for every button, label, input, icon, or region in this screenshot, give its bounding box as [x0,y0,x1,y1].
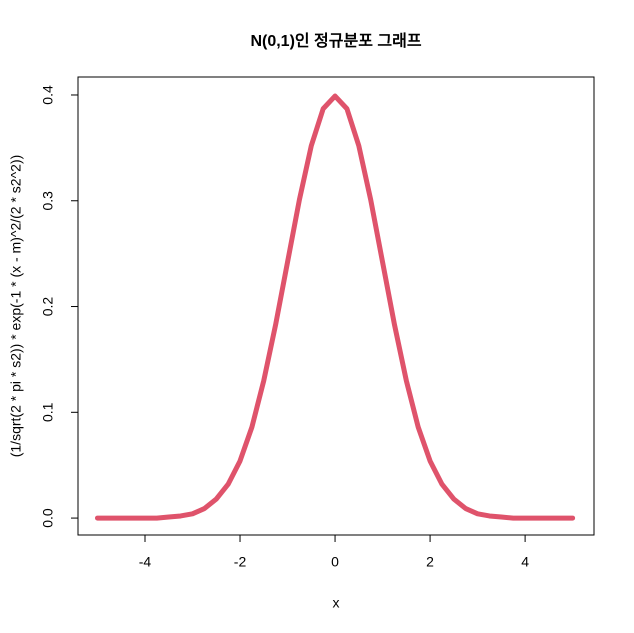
y-tick-label: 0.4 [40,85,56,105]
x-axis-label: x [333,595,340,611]
data-line [94,93,576,521]
x-tick-label: -2 [234,554,247,570]
y-tick-label: 0.3 [40,191,56,211]
y-tick-label: 0.1 [40,402,56,422]
x-tick-label: -4 [139,554,152,570]
y-tick-label: 0.0 [40,508,56,528]
x-tick-label: 4 [521,554,529,570]
chart-title: N(0,1)인 정규분포 그래프 [250,32,421,50]
y-tick-label: 0.2 [40,297,56,317]
x-tick-label: 0 [331,554,339,570]
x-tick-label: 2 [426,554,434,570]
plot-box [77,76,595,536]
y-axis-label: (1/sqrt(2 * pi * s2)) * exp(-1 * (x - m)… [8,155,24,458]
